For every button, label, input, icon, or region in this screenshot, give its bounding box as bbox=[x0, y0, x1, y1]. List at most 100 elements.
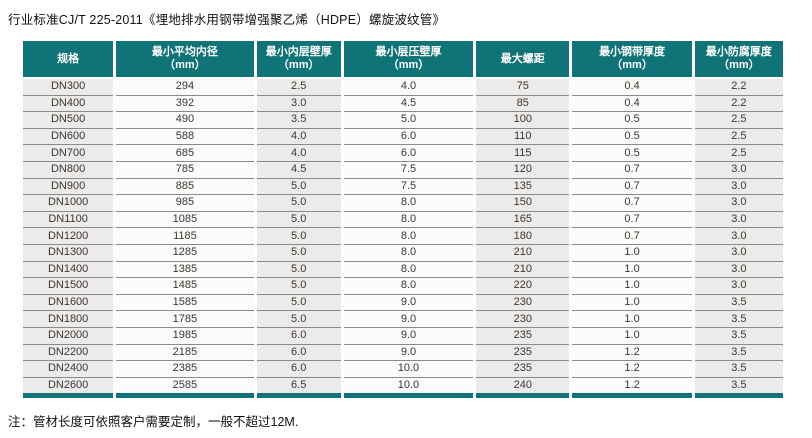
table-cell: DN1600 bbox=[23, 294, 114, 312]
table-cell: 7.5 bbox=[343, 161, 474, 179]
table-header-row: 规格 最小平均内径 （mm） 最小内层壁厚 （mm） 最小层压壁厚 （mm） 最… bbox=[23, 41, 783, 79]
table-cell: 8.0 bbox=[343, 211, 474, 229]
col-header-label: 最小平均内径 bbox=[151, 46, 218, 58]
table-row: DN900 885 5.0 7.5 135 0.7 3.0 bbox=[23, 178, 783, 196]
table-cell: DN600 bbox=[23, 128, 114, 146]
table-cell: 5.0 bbox=[256, 261, 341, 279]
table-cell: 3.0 bbox=[694, 228, 783, 245]
table-cell: 235 bbox=[476, 361, 570, 378]
table-cell: 5.0 bbox=[256, 195, 341, 212]
table-row: DN1600 1585 5.0 9.0 230 1.0 3.5 bbox=[23, 294, 783, 312]
table-row: DN1300 1285 5.0 8.0 210 1.0 3.0 bbox=[23, 244, 783, 262]
table-cell: 1.0 bbox=[572, 294, 692, 312]
col-header-label: 最小层压壁厚 bbox=[375, 46, 442, 58]
table-row: DN1800 1785 5.0 9.0 230 1.0 3.5 bbox=[23, 311, 783, 328]
table-cell: 0.7 bbox=[572, 178, 692, 196]
table-cell: DN800 bbox=[23, 161, 114, 179]
table-cell: 4.5 bbox=[256, 161, 341, 179]
col-header-label: 最小内层壁厚 bbox=[265, 46, 332, 58]
col-header-min-steel-strip-thickness: 最小钢带厚度 （mm） bbox=[572, 41, 692, 79]
table-cell: 3.5 bbox=[694, 294, 783, 312]
table-cell: 235 bbox=[476, 327, 570, 345]
table-cell: 75 bbox=[476, 79, 570, 96]
table-cell: DN1200 bbox=[23, 228, 114, 245]
table-cell: 240 bbox=[476, 377, 570, 394]
table-cell: 120 bbox=[476, 161, 570, 179]
table-cell: 1985 bbox=[116, 327, 254, 345]
table-cell: 5.0 bbox=[256, 294, 341, 312]
table-row: DN700 685 4.0 6.0 115 0.5 2.5 bbox=[23, 145, 783, 162]
table-row: DN1000 985 5.0 8.0 150 0.7 3.0 bbox=[23, 195, 783, 212]
table-cell: 9.0 bbox=[343, 327, 474, 345]
table-cell: DN700 bbox=[23, 145, 114, 162]
table-cell: 1.0 bbox=[572, 261, 692, 279]
table-cell: 1.2 bbox=[572, 344, 692, 362]
table-cell: 210 bbox=[476, 261, 570, 279]
table-cell: 1185 bbox=[116, 228, 254, 245]
col-header-label: 最小钢带厚度 bbox=[599, 46, 666, 58]
col-header-label: 最大螺距 bbox=[500, 52, 545, 65]
table-cell: 9.0 bbox=[343, 344, 474, 362]
table-cell: DN2200 bbox=[23, 344, 114, 362]
table-cell: 490 bbox=[116, 112, 254, 129]
table-cell: 1.0 bbox=[572, 244, 692, 262]
table-cell: 135 bbox=[476, 178, 570, 196]
table-cell: 0.4 bbox=[572, 79, 692, 96]
table-cell: 3.5 bbox=[694, 361, 783, 378]
bottom-bar-segment bbox=[343, 393, 474, 399]
col-header-min-avg-inner-diameter: 最小平均内径 （mm） bbox=[116, 41, 254, 79]
table-cell: 180 bbox=[476, 228, 570, 245]
table-cell: 165 bbox=[476, 211, 570, 229]
table-cell: 2.5 bbox=[694, 145, 783, 162]
table-cell: 1.2 bbox=[572, 361, 692, 378]
table-cell: 2.2 bbox=[694, 79, 783, 96]
table-cell: 8.0 bbox=[343, 228, 474, 245]
table-cell: 6.5 bbox=[256, 377, 341, 394]
table-cell: 2.5 bbox=[694, 112, 783, 129]
table-row: DN2200 2185 6.0 9.0 235 1.2 3.5 bbox=[23, 344, 783, 362]
table-cell: 0.7 bbox=[572, 161, 692, 179]
table-cell: 5.0 bbox=[256, 311, 341, 328]
table-cell: 1.0 bbox=[572, 311, 692, 328]
table-cell: 235 bbox=[476, 344, 570, 362]
table-cell: 150 bbox=[476, 195, 570, 212]
table-cell: 6.0 bbox=[256, 361, 341, 378]
table-cell: DN1300 bbox=[23, 244, 114, 262]
table-cell: 3.0 bbox=[256, 95, 341, 113]
table-cell: 5.0 bbox=[343, 112, 474, 129]
table-cell: 110 bbox=[476, 128, 570, 146]
table-cell: 2.2 bbox=[694, 95, 783, 113]
table-cell: 8.0 bbox=[343, 261, 474, 279]
table-cell: 4.0 bbox=[256, 128, 341, 146]
table-cell: 5.0 bbox=[256, 228, 341, 245]
col-header-unit: （mm） bbox=[164, 59, 206, 71]
table-cell: 3.0 bbox=[694, 244, 783, 262]
table-cell: 785 bbox=[116, 161, 254, 179]
table-cell: 0.5 bbox=[572, 112, 692, 129]
table-cell: DN1800 bbox=[23, 311, 114, 328]
table-cell: 9.0 bbox=[343, 294, 474, 312]
table-cell: 6.0 bbox=[343, 128, 474, 146]
bottom-bar-segment bbox=[116, 393, 254, 399]
table-row: DN2600 2585 6.5 10.0 240 1.2 3.5 bbox=[23, 377, 783, 394]
table-cell: 588 bbox=[116, 128, 254, 146]
col-header-spec: 规格 bbox=[23, 41, 114, 79]
table-cell: DN1400 bbox=[23, 261, 114, 279]
table-cell: 1.0 bbox=[572, 327, 692, 345]
table-cell: 9.0 bbox=[343, 311, 474, 328]
table-cell: DN300 bbox=[23, 79, 114, 96]
table-cell: 0.4 bbox=[572, 95, 692, 113]
table-cell: DN2600 bbox=[23, 377, 114, 394]
table-cell: 3.5 bbox=[256, 112, 341, 129]
table-cell: 1585 bbox=[116, 294, 254, 312]
table-cell: 4.0 bbox=[343, 79, 474, 96]
table-cell: DN1500 bbox=[23, 278, 114, 295]
table-row: DN1500 1485 5.0 8.0 220 1.0 3.0 bbox=[23, 278, 783, 295]
table-cell: 5.0 bbox=[256, 244, 341, 262]
table-cell: DN2400 bbox=[23, 361, 114, 378]
table-cell: 1385 bbox=[116, 261, 254, 279]
table-row: DN2000 1985 6.0 9.0 235 1.0 3.5 bbox=[23, 327, 783, 345]
table-cell: 3.0 bbox=[694, 278, 783, 295]
table-cell: 0.7 bbox=[572, 195, 692, 212]
table-cell: 3.5 bbox=[694, 344, 783, 362]
